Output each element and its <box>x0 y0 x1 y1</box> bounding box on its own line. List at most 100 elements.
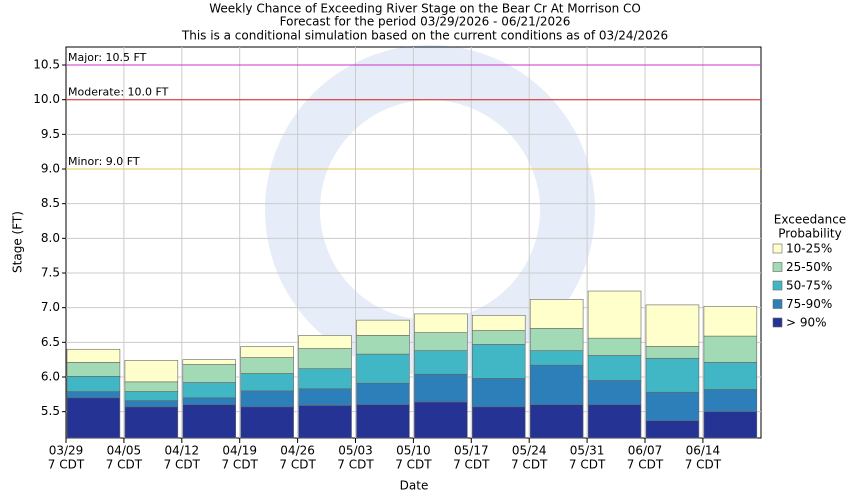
bar-segment <box>587 404 642 439</box>
bar-segment <box>356 404 410 439</box>
y-tick-label: 5.5 <box>41 404 60 418</box>
bar-segment <box>471 330 526 345</box>
y-tick-label: 7.0 <box>41 300 60 314</box>
bar-segment <box>356 382 410 406</box>
bar-segment <box>298 368 352 390</box>
legend-swatch <box>772 317 783 328</box>
bar-segment <box>66 348 121 363</box>
bar-segment <box>66 362 121 377</box>
chart-title: Weekly Chance of Exceeding River Stage o… <box>209 2 641 16</box>
x-tick-label: 7 CDT <box>221 458 258 472</box>
legend-swatch <box>772 262 783 272</box>
bar-segment <box>414 373 468 403</box>
bar-segment <box>529 350 584 366</box>
bar-segment <box>645 357 700 393</box>
bar-segment <box>182 404 237 439</box>
bar-segment <box>356 319 410 336</box>
bar-segment <box>645 391 700 421</box>
x-tick-label: 04/05 <box>107 444 142 458</box>
x-tick-label: 06/14 <box>686 444 721 458</box>
y-tick-label: 9.0 <box>41 162 60 176</box>
bar-segment <box>124 381 179 392</box>
bar-segment <box>529 299 584 329</box>
bar-segment <box>298 348 352 369</box>
bar-segment <box>703 389 758 412</box>
x-tick-label: 03/29 <box>49 444 84 458</box>
chart-subtitle: Forecast for the period 03/29/2026 - 06/… <box>280 15 571 29</box>
bar-segment <box>529 328 584 351</box>
bar-segment <box>240 390 294 408</box>
bar-segment <box>587 337 642 356</box>
x-tick-label: 05/10 <box>396 444 431 458</box>
bar-segment <box>414 313 468 333</box>
bar-segment <box>414 401 468 439</box>
y-tick-label: 6.5 <box>41 335 60 349</box>
x-tick-label: 7 CDT <box>453 458 490 472</box>
bar-segment <box>356 335 410 355</box>
bar-segment <box>587 355 642 381</box>
x-tick-label: 05/31 <box>570 444 605 458</box>
bar-segment <box>587 290 642 339</box>
bar-segment <box>471 378 526 408</box>
bar-segment <box>356 353 410 384</box>
x-tick-label: 7 CDT <box>164 458 201 472</box>
bar-segment <box>414 350 468 375</box>
bar-segment <box>298 388 352 406</box>
threshold-label: Minor: 9.0 FT <box>68 155 140 168</box>
x-tick-label: 7 CDT <box>511 458 548 472</box>
legend-swatch <box>772 243 783 254</box>
bar-segment <box>471 406 526 439</box>
bar-segment <box>124 360 179 383</box>
x-tick-label: 7 CDT <box>337 458 374 472</box>
bar-segment <box>182 359 237 365</box>
watermark <box>265 45 595 375</box>
bar-segment <box>645 304 700 347</box>
x-tick-label: 04/19 <box>222 444 257 458</box>
y-tick-label: 8.0 <box>41 231 60 245</box>
bar-segment <box>124 391 179 401</box>
x-tick-label: 04/12 <box>165 444 200 458</box>
x-tick-label: 05/24 <box>512 444 547 458</box>
legend-title: Probability <box>778 227 841 241</box>
bar-segment <box>182 364 237 383</box>
bar-segment <box>703 362 758 390</box>
bar-segment <box>298 405 352 439</box>
threshold-label: Major: 10.5 FT <box>68 51 147 64</box>
bar-segment <box>240 406 294 439</box>
legend-swatch <box>772 299 783 309</box>
y-tick-label: 8.5 <box>41 196 60 210</box>
bar-segment <box>66 397 121 439</box>
bar-segment <box>240 357 294 374</box>
y-tick-label: 10.5 <box>33 58 60 72</box>
legend-title: Exceedance <box>774 213 846 227</box>
x-tick-label: 7 CDT <box>685 458 722 472</box>
bar-segment <box>645 420 700 439</box>
y-tick-label: 7.5 <box>41 266 60 280</box>
bar-segment <box>529 404 584 439</box>
bar-segment <box>414 332 468 351</box>
x-tick-label: 7 CDT <box>395 458 432 472</box>
legend-label: 10-25% <box>786 242 832 256</box>
chart-subtitle: This is a conditional simulation based o… <box>181 29 668 43</box>
x-tick-label: 7 CDT <box>106 458 143 472</box>
x-tick-label: 05/17 <box>454 444 489 458</box>
x-tick-label: 06/07 <box>628 444 663 458</box>
bar-segment <box>182 397 237 406</box>
x-tick-label: 7 CDT <box>48 458 85 472</box>
legend-swatch <box>772 280 783 291</box>
bar-segment <box>587 380 642 406</box>
bar-segment <box>298 335 352 349</box>
bar-segment <box>240 346 294 358</box>
legend-label: 50-75% <box>786 279 832 293</box>
y-tick-label: 9.5 <box>41 127 60 141</box>
bar-segment <box>66 375 121 392</box>
bar-segment <box>529 364 584 406</box>
x-tick-label: 7 CDT <box>627 458 664 472</box>
y-tick-label: 10.0 <box>33 92 60 106</box>
bar-segment <box>471 344 526 379</box>
x-tick-label: 7 CDT <box>569 458 606 472</box>
y-axis-label: Stage (FT) <box>11 211 25 273</box>
x-axis-label: Date <box>400 479 429 493</box>
